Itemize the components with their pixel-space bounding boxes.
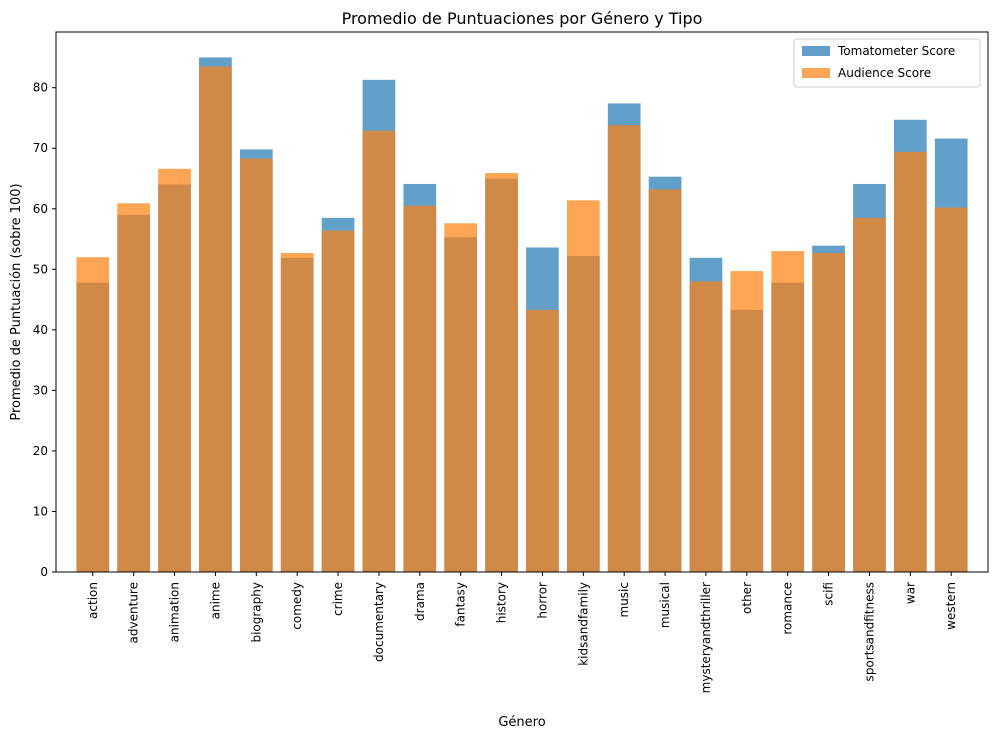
x-tick-label: action [86,582,100,619]
x-tick-label: music [617,582,631,617]
y-axis-label: Promedio de Puntuación (sobre 100) [9,183,24,420]
y-tick-label: 80 [33,81,48,95]
x-tick-label: mysteryandthriller [699,582,713,693]
legend: Tomatometer Score Audience Score [793,38,981,88]
bar-horror-series-1 [526,309,559,572]
x-tick-label: comedy [290,582,304,630]
x-tick-label: adventure [127,582,141,643]
bar-music-series-1 [607,125,641,572]
x-tick-label: crime [331,582,345,616]
x-tick-label: documentary [372,582,386,662]
x-tick-label: scifi [822,582,836,606]
y-tick-label: 10 [33,504,48,518]
bar-biography-series-1 [239,158,273,572]
bar-kidsandfamily-series-1 [566,200,600,572]
y-tick-label: 20 [33,444,48,458]
bar-romance-series-1 [771,251,805,572]
x-tick-label: anime [208,582,222,619]
y-tick-label: 70 [33,141,48,155]
y-tick-label: 60 [33,202,48,216]
x-tick-label: sportsandfitness [862,582,876,681]
x-tick-label: war [903,582,917,604]
x-axis: action adventure animation anime biography co… [86,572,958,693]
plot-frame [55,31,989,573]
bar-crime-series-1 [321,230,355,573]
bar-drama-series-1 [403,205,437,573]
bar-war-series-1 [893,151,927,572]
x-tick-label: kidsandfamily [576,582,590,666]
bar-scifi-series-1 [812,252,845,573]
x-tick-label: other [740,582,754,614]
bar-action-series-1 [76,257,110,572]
legend-swatch-0 [802,46,830,56]
bar-history-series-1 [485,173,518,572]
x-tick-label: horror [535,582,549,619]
y-tick-label: 40 [33,323,48,337]
x-tick-label: western [944,582,958,630]
chart-title: Promedio de Puntuaciones por Género y Ti… [342,9,703,28]
x-tick-label: history [495,582,509,623]
bar-western-series-1 [934,207,968,572]
legend-swatch-1 [802,68,830,78]
bar-adventure-series-1 [117,203,151,572]
x-tick-label: musical [658,582,672,628]
bar-anime-series-1 [199,66,232,573]
bar-fantasy-series-1 [444,223,478,572]
bars [76,57,968,573]
x-tick-label: animation [168,582,182,642]
bar-sportsandfitness-series-1 [853,217,886,572]
x-tick-label: drama [413,582,427,621]
x-axis-label: Género [498,715,545,730]
x-tick-label: fantasy [454,582,468,627]
bar-mysteryandthriller-series-1 [689,281,723,572]
legend-label-1: Audience Score [838,66,931,80]
y-tick-label: 30 [33,383,48,397]
y-axis: 0 10 20 30 40 50 60 70 80 [33,81,56,579]
x-tick-label: romance [781,582,795,635]
bar-comedy-series-1 [280,252,314,573]
bar-musical-series-1 [648,189,682,572]
series-1 [76,66,968,573]
legend-box [793,38,981,88]
legend-label-0: Tomatometer Score [837,44,955,58]
y-tick-label: 50 [33,262,48,276]
y-tick-label: 0 [40,565,48,579]
x-tick-label: biography [249,582,263,643]
bar-documentary-series-1 [362,130,396,572]
bar-other-series-1 [730,271,764,572]
bar-animation-series-1 [158,168,191,572]
